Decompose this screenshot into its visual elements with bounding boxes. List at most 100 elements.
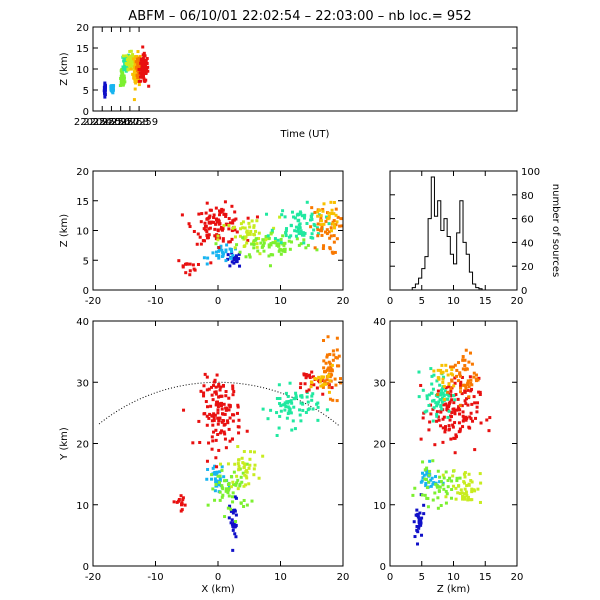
source-point — [328, 362, 332, 366]
source-point — [133, 87, 137, 91]
source-point — [128, 49, 132, 53]
source-point — [227, 396, 231, 400]
source-point — [254, 237, 258, 241]
source-point — [339, 381, 343, 385]
source-point — [218, 394, 222, 398]
source-point — [464, 418, 468, 422]
source-point — [471, 419, 475, 423]
source-point — [216, 433, 220, 437]
source-point — [199, 242, 203, 246]
source-point — [181, 264, 185, 268]
source-point — [294, 391, 298, 395]
source-point — [430, 382, 434, 386]
source-point — [232, 390, 236, 394]
source-point — [224, 487, 228, 491]
source-point — [290, 428, 294, 432]
source-point — [242, 450, 246, 454]
source-point — [465, 484, 469, 488]
source-point — [329, 200, 333, 204]
source-point — [456, 379, 460, 383]
source-point — [205, 233, 209, 237]
source-point — [267, 243, 271, 247]
source-point — [241, 236, 245, 240]
source-point — [275, 433, 279, 437]
x-tick-label: -20 — [85, 296, 101, 307]
source-point — [465, 397, 469, 401]
source-point — [208, 412, 212, 416]
source-point — [247, 253, 251, 257]
source-point — [438, 480, 442, 484]
source-point — [221, 237, 225, 241]
source-point — [244, 469, 248, 473]
source-point — [233, 508, 237, 512]
source-point — [210, 419, 214, 423]
source-point — [441, 377, 445, 381]
source-point — [229, 256, 233, 260]
source-point — [242, 504, 246, 508]
source-point — [236, 487, 240, 491]
source-point — [286, 405, 290, 409]
source-point — [438, 475, 442, 479]
source-point — [279, 241, 283, 245]
source-point — [444, 470, 448, 474]
source-point — [197, 419, 201, 423]
source-point — [144, 71, 148, 75]
source-point — [103, 93, 107, 97]
source-point — [448, 476, 452, 480]
source-point — [326, 335, 330, 339]
x-tick-label: 220256 — [92, 117, 130, 128]
source-point — [230, 475, 234, 479]
source-point — [131, 64, 135, 68]
source-point — [237, 252, 241, 256]
source-point — [266, 234, 270, 238]
source-point — [467, 472, 471, 476]
source-point — [449, 387, 453, 391]
source-point — [231, 393, 235, 397]
source-point — [277, 249, 281, 253]
source-point — [478, 390, 482, 394]
source-point — [213, 464, 217, 468]
source-point — [222, 475, 226, 479]
source-point — [322, 359, 326, 363]
source-point — [202, 227, 206, 231]
source-point — [326, 382, 330, 386]
source-point — [244, 483, 248, 487]
source-point — [417, 524, 421, 528]
source-point — [437, 485, 441, 489]
source-point — [279, 409, 283, 413]
source-point — [454, 393, 458, 397]
source-point — [453, 410, 457, 414]
source-point — [298, 226, 302, 230]
source-point — [470, 387, 474, 391]
source-point — [281, 234, 285, 238]
source-point — [145, 57, 149, 61]
source-point — [202, 391, 206, 395]
source-point — [284, 227, 288, 231]
source-point — [466, 403, 470, 407]
source-point — [210, 473, 214, 477]
source-point — [224, 259, 228, 263]
source-point — [254, 238, 258, 242]
source-point — [287, 399, 291, 403]
source-point — [220, 465, 224, 469]
source-point — [287, 235, 291, 239]
y-tick-label: 10 — [373, 501, 386, 512]
source-point — [411, 493, 415, 497]
source-point — [267, 236, 271, 240]
source-point — [214, 218, 218, 222]
x-tick-label: 20 — [511, 296, 524, 307]
source-point — [436, 496, 440, 500]
source-point — [458, 404, 462, 408]
source-point — [248, 225, 252, 229]
source-point — [253, 463, 257, 467]
source-point — [470, 490, 474, 494]
source-point — [222, 212, 226, 216]
source-point — [306, 243, 310, 247]
source-point — [198, 440, 202, 444]
source-point — [236, 411, 240, 415]
source-point — [252, 225, 256, 229]
source-point — [331, 222, 335, 226]
source-point — [470, 402, 474, 406]
source-point — [462, 416, 466, 420]
source-point — [215, 472, 219, 476]
